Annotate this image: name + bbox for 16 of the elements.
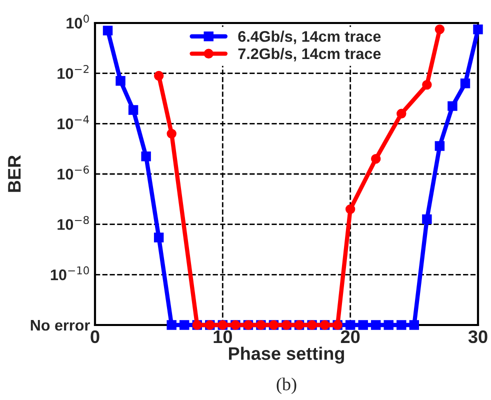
y-tick-label: 10$^{−6}$ (58, 166, 89, 180)
y-axis-title: BER (8, 155, 21, 192)
y-tick-label: 10$^{−10}$ (50, 266, 89, 280)
x-tick-label: 10 (214, 330, 232, 344)
y-tick-label: 10$^{−4}$ (58, 115, 89, 130)
y-tick-label: 10$^{0}$ (66, 14, 89, 29)
x-tick-label: 30 (468, 330, 488, 344)
legend-label: 7.2Gb/s, 14cm trace (238, 48, 381, 62)
y-tick-label: 10$^{−2}$ (58, 64, 89, 79)
text: (b) (276, 378, 296, 394)
x-tick-label: 0 (90, 330, 100, 344)
y-tick-label: No error (30, 320, 90, 331)
x-axis-title: Phase setting (229, 346, 344, 364)
legend-label: 6.4Gb/s, 14cm trace (238, 30, 381, 44)
y-tick-label: 10$^{−8}$ (58, 216, 89, 230)
x-tick-label: 20 (340, 330, 360, 344)
